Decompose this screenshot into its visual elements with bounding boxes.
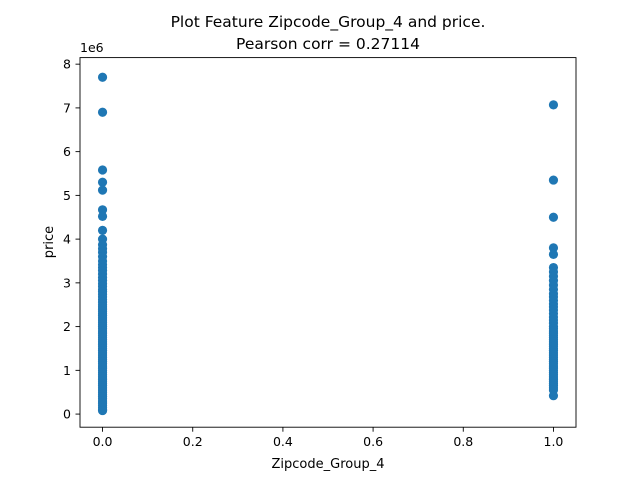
y-tick-label-7: 7 — [63, 100, 71, 115]
chart-title: Plot Feature Zipcode_Group_4 and price. — [171, 13, 486, 32]
chart-subtitle: Pearson corr = 0.27114 — [236, 35, 420, 53]
x-tick-label-1: 0.2 — [183, 434, 203, 449]
y-tick-label-8: 8 — [63, 57, 71, 72]
x-tick-label-2: 0.4 — [273, 434, 293, 449]
y-tick-label-3: 3 — [63, 275, 71, 290]
y-axis-ticks: 0 1 2 3 4 5 6 7 8 — [63, 57, 80, 422]
x-axis-label: Zipcode_Group_4 — [272, 457, 385, 472]
data-points — [97, 72, 559, 416]
y-tick-label-5: 5 — [63, 188, 71, 203]
x-axis-ticks: 0.0 0.2 0.4 0.6 0.8 1.0 — [93, 427, 564, 449]
y-tick-label-2: 2 — [63, 319, 71, 334]
data-point-0-2 — [97, 165, 108, 175]
plot-frame — [79, 57, 577, 428]
data-point-0-77 — [97, 405, 108, 416]
data-point-0-1 — [97, 107, 108, 117]
data-point-1-51 — [548, 391, 559, 401]
data-point-1-3 — [548, 243, 559, 253]
y-tick-label-1: 1 — [63, 363, 71, 378]
x-tick-label-5: 1.0 — [544, 434, 564, 449]
y-offset-label: 1e6 — [80, 40, 104, 55]
x-tick-label-4: 0.8 — [453, 434, 473, 449]
data-point-1-0 — [548, 100, 559, 110]
y-tick-label-4: 4 — [63, 232, 71, 247]
data-point-0-5 — [97, 205, 108, 215]
y-axis-label: price — [42, 226, 57, 258]
data-point-0-6 — [97, 211, 108, 221]
y-tick-label-6: 6 — [63, 144, 71, 159]
x-tick-label-0: 0.0 — [93, 434, 113, 449]
x-tick-label-3: 0.6 — [363, 434, 383, 449]
data-point-1-4 — [548, 249, 559, 260]
y-tick-label-0: 0 — [63, 407, 71, 422]
data-point-0-0 — [97, 72, 108, 82]
data-point-0-3 — [97, 177, 108, 187]
data-point-1-1 — [548, 175, 559, 185]
data-point-0-7 — [97, 225, 108, 235]
data-point-1-2 — [548, 212, 559, 222]
data-point-0-4 — [97, 185, 108, 195]
